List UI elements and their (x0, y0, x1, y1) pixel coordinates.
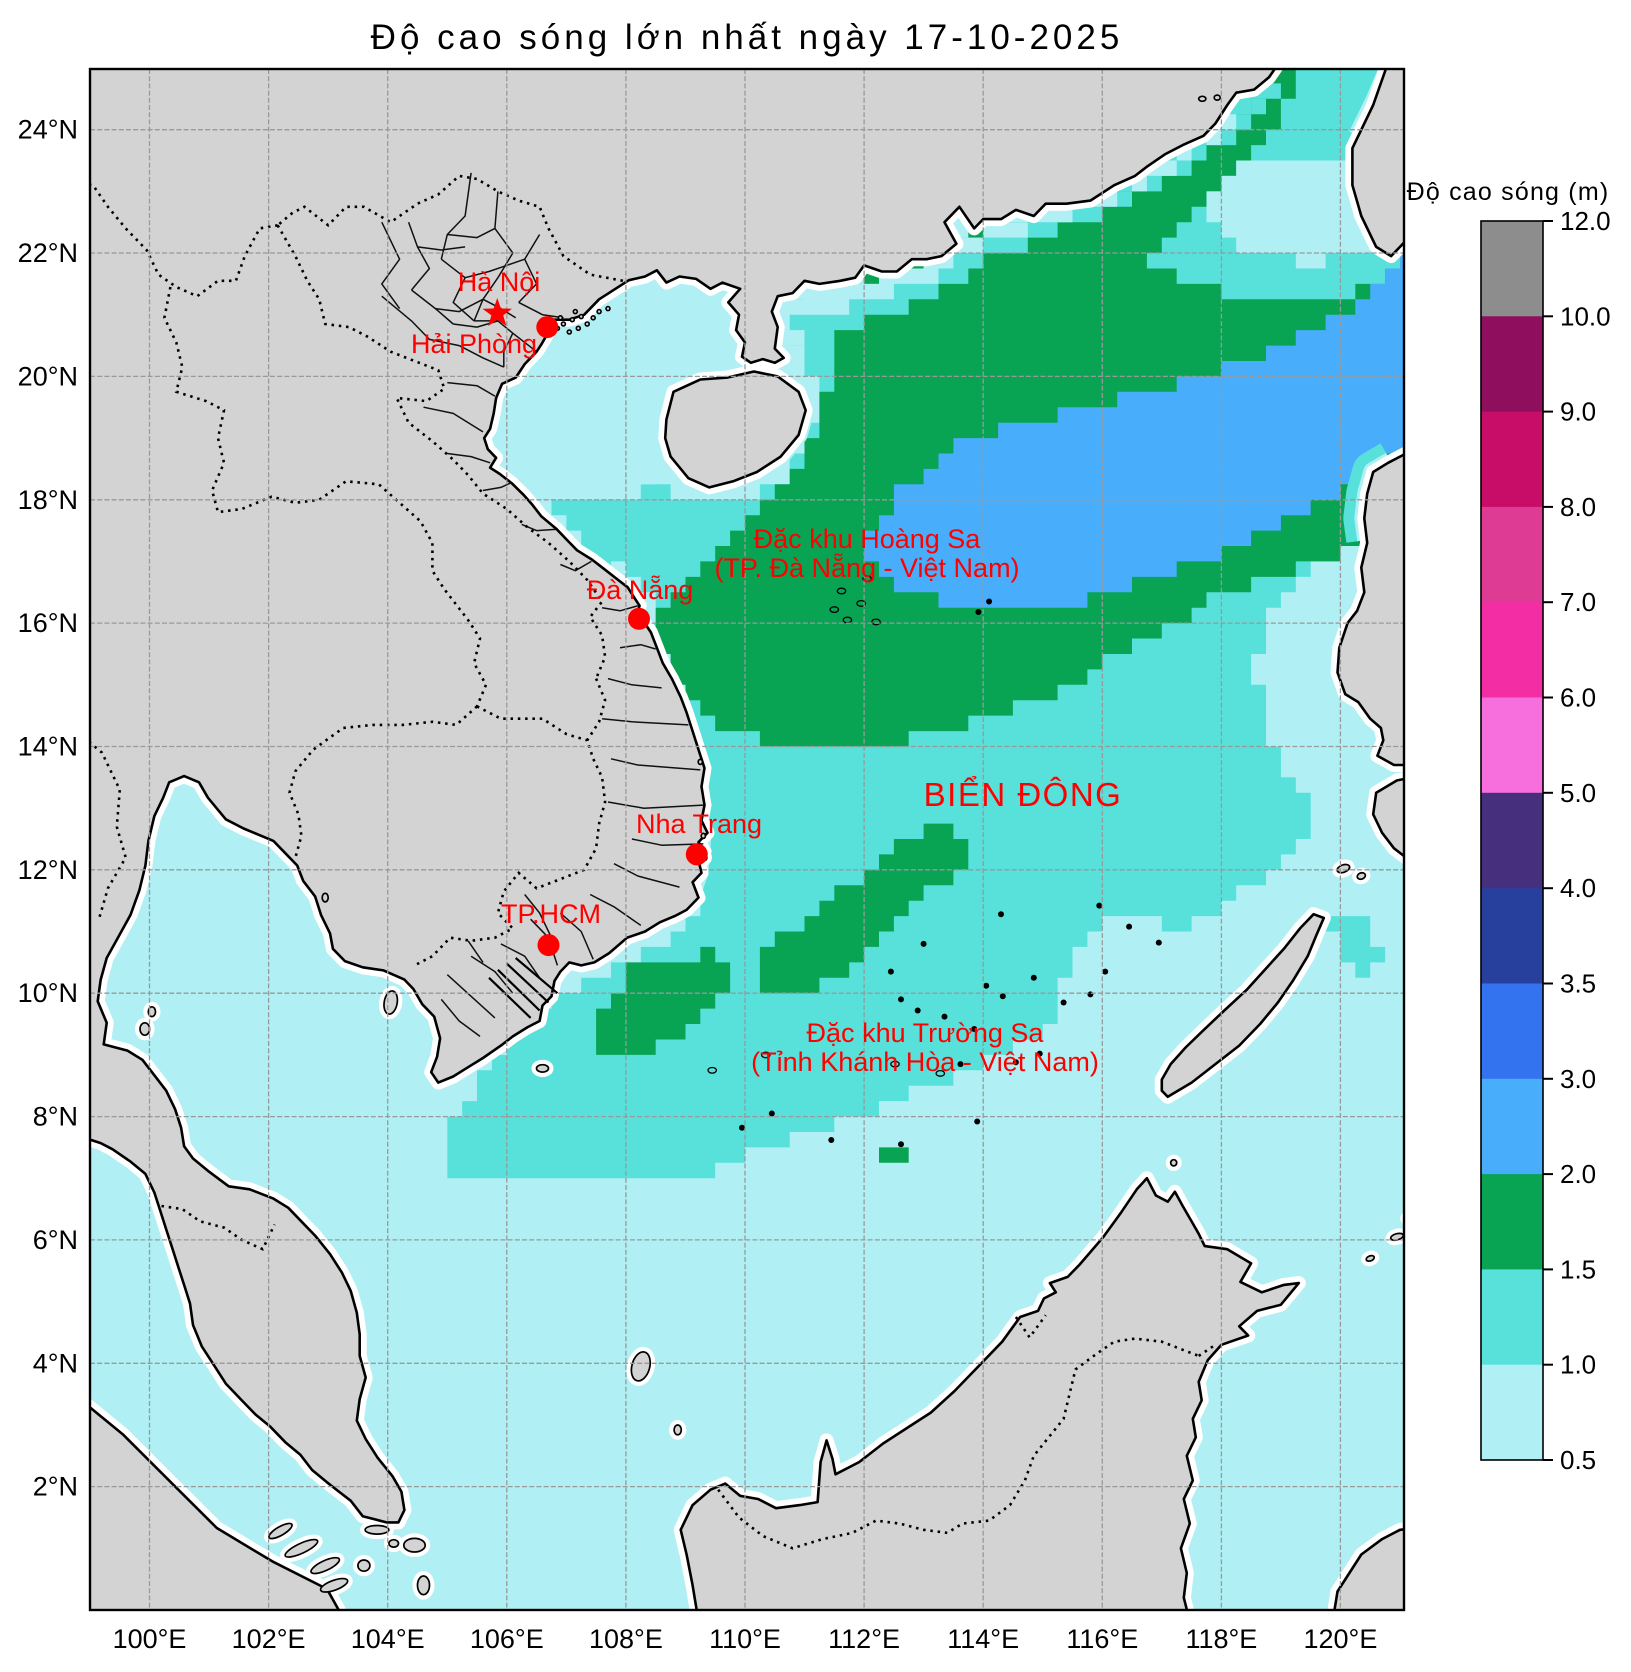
svg-text:112°E: 112°E (828, 1624, 900, 1654)
svg-text:100°E: 100°E (113, 1624, 187, 1654)
svg-text:3.0: 3.0 (1560, 1064, 1596, 1094)
svg-text:5.0: 5.0 (1560, 778, 1596, 808)
svg-text:Nha Trang: Nha Trang (636, 809, 762, 839)
svg-text:24°N: 24°N (18, 115, 78, 145)
svg-text:8.0: 8.0 (1560, 492, 1596, 522)
svg-text:14°N: 14°N (18, 732, 78, 762)
svg-text:9.0: 9.0 (1560, 397, 1596, 427)
svg-text:10°N: 10°N (18, 978, 78, 1008)
svg-text:2°N: 2°N (33, 1472, 78, 1502)
svg-text:114°E: 114°E (947, 1624, 1019, 1654)
svg-text:1.0: 1.0 (1560, 1350, 1596, 1380)
svg-text:Độ cao sóng (m): Độ cao sóng (m) (1407, 178, 1610, 206)
svg-text:108°E: 108°E (589, 1624, 663, 1654)
svg-text:104°E: 104°E (351, 1624, 425, 1654)
svg-text:Đặc khu Trường Sa: Đặc khu Trường Sa (807, 1018, 1045, 1048)
svg-text:16°N: 16°N (18, 608, 78, 638)
svg-text:120°E: 120°E (1303, 1624, 1377, 1654)
svg-text:TP.HCM: TP.HCM (501, 899, 601, 929)
svg-text:102°E: 102°E (232, 1624, 306, 1654)
svg-text:6.0: 6.0 (1560, 683, 1596, 713)
svg-text:12.0: 12.0 (1560, 206, 1611, 236)
svg-text:Đà Nẵng: Đà Nẵng (587, 574, 694, 605)
svg-text:4°N: 4°N (33, 1348, 78, 1378)
svg-text:Đặc khu Hoàng Sa: Đặc khu Hoàng Sa (754, 524, 982, 554)
svg-text:Hà Nội: Hà Nội (458, 267, 541, 297)
svg-text:(TP. Đà Nẵng - Việt Nam): (TP. Đà Nẵng - Việt Nam) (714, 552, 1019, 583)
svg-text:106°E: 106°E (470, 1624, 544, 1654)
svg-text:4.0: 4.0 (1560, 873, 1596, 903)
svg-text:8°N: 8°N (33, 1102, 78, 1132)
svg-text:10.0: 10.0 (1560, 301, 1611, 331)
svg-text:18°N: 18°N (18, 485, 78, 515)
svg-text:(Tỉnh Khánh Hòa - Việt Nam): (Tỉnh Khánh Hòa - Việt Nam) (751, 1047, 1099, 1077)
svg-text:1.5: 1.5 (1560, 1254, 1596, 1284)
svg-text:110°E: 110°E (709, 1624, 781, 1654)
svg-text:20°N: 20°N (18, 361, 78, 391)
svg-text:BIỂN ĐÔNG: BIỂN ĐÔNG (924, 776, 1123, 813)
svg-text:2.0: 2.0 (1560, 1159, 1596, 1189)
svg-text:3.5: 3.5 (1560, 969, 1596, 999)
svg-text:7.0: 7.0 (1560, 587, 1596, 617)
svg-text:Hải Phòng: Hải Phòng (411, 329, 537, 359)
svg-text:22°N: 22°N (18, 238, 78, 268)
svg-text:6°N: 6°N (33, 1225, 78, 1255)
svg-text:116°E: 116°E (1066, 1624, 1138, 1654)
svg-text:118°E: 118°E (1185, 1624, 1257, 1654)
svg-text:Độ cao sóng lớn nhất ngày 17-1: Độ cao sóng lớn nhất ngày 17-10-2025 (371, 18, 1124, 57)
svg-text:12°N: 12°N (18, 855, 78, 885)
svg-text:0.5: 0.5 (1560, 1445, 1596, 1475)
